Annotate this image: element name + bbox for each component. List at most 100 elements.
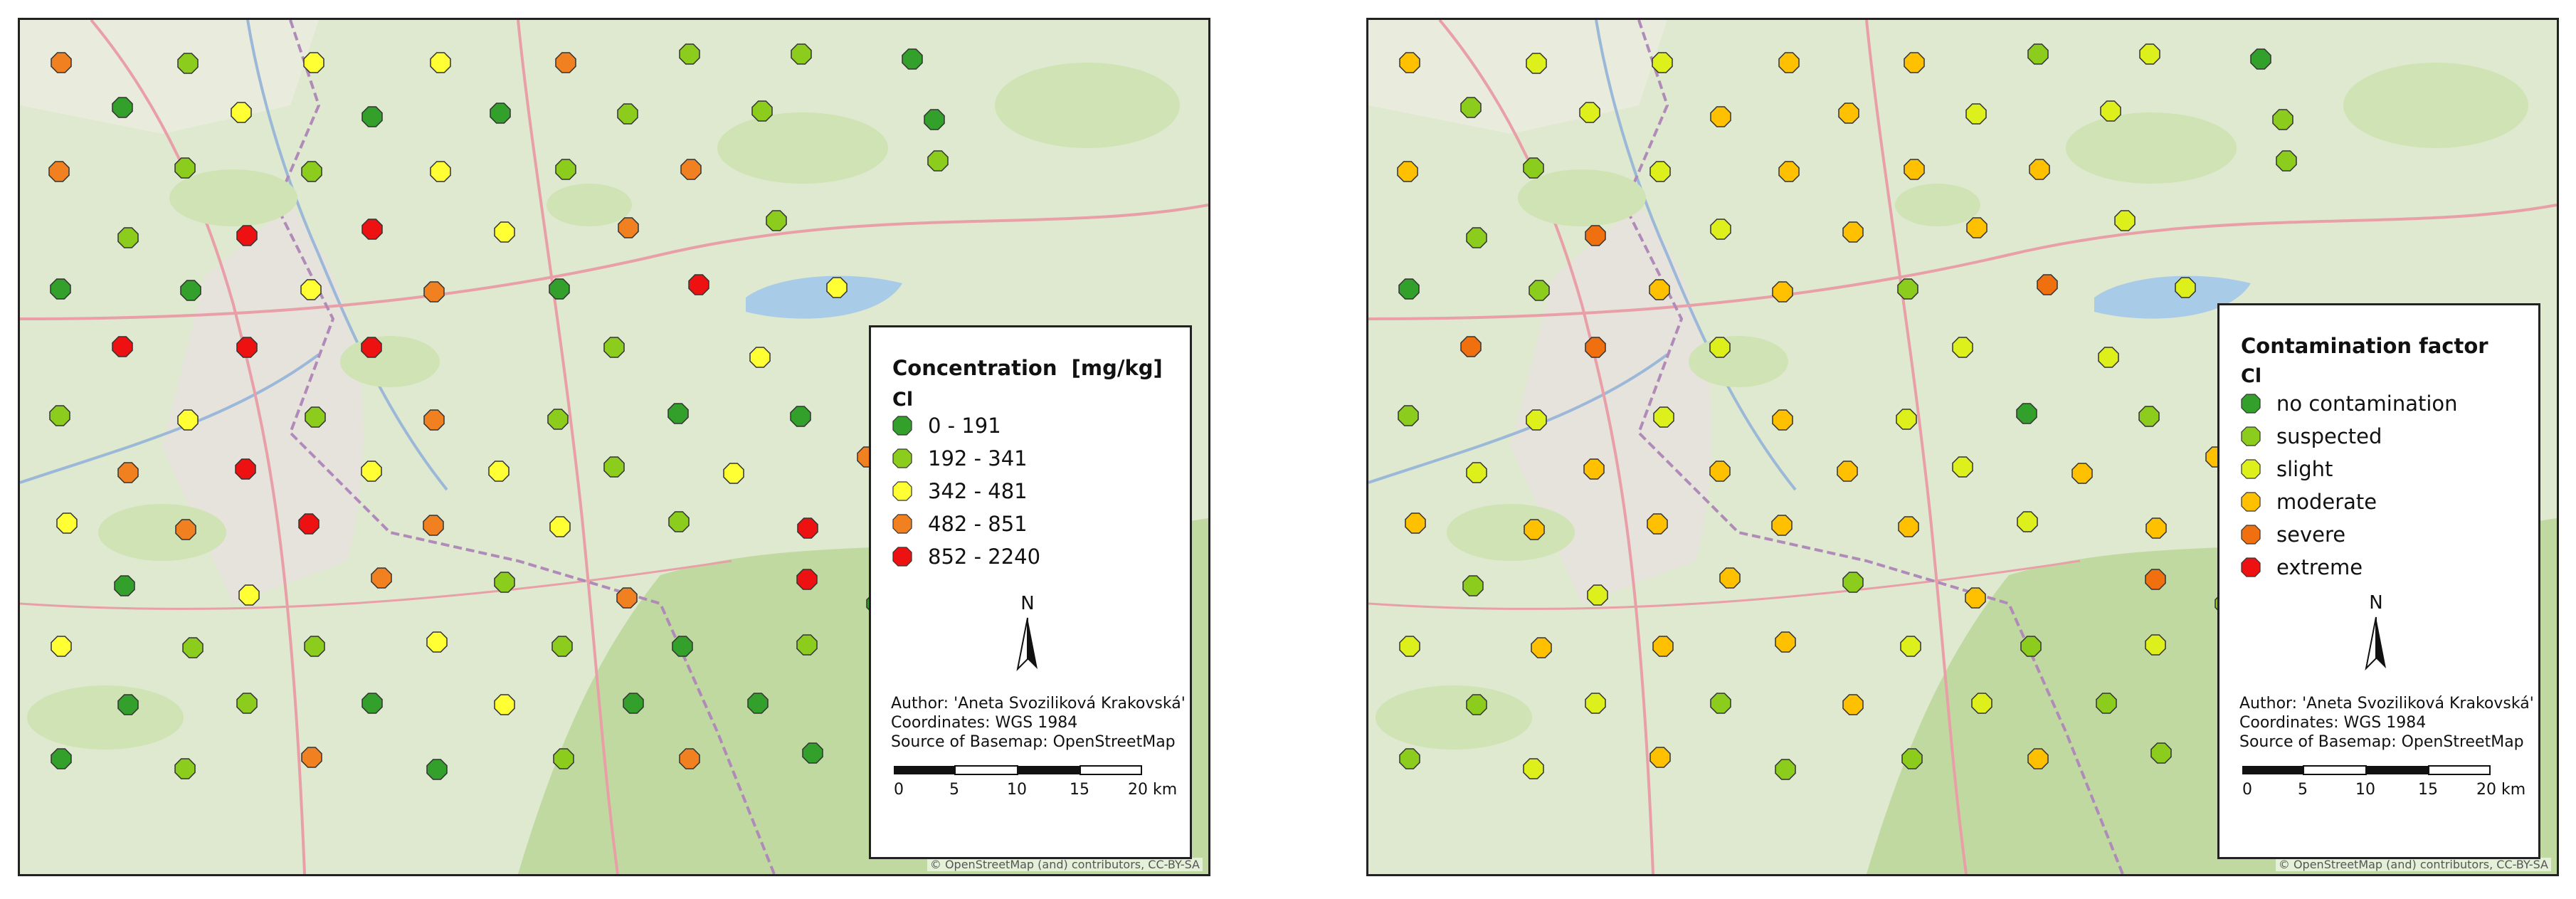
- scale-label: 15: [2418, 781, 2438, 799]
- sample-point: [2027, 43, 2049, 65]
- sample-point: [1399, 636, 1420, 657]
- sample-point: [826, 277, 848, 298]
- sample-point: [1775, 631, 1796, 653]
- octagon-icon: [2241, 525, 2261, 545]
- sample-point: [488, 461, 510, 482]
- scale-label: 0: [894, 781, 904, 799]
- legend-subtitle: Cl: [2241, 365, 2262, 387]
- legend-item-label: 342 - 481: [928, 479, 1028, 503]
- sample-point: [618, 217, 639, 238]
- sample-point: [1842, 221, 1864, 243]
- sample-point: [1649, 161, 1671, 182]
- sample-point: [1709, 337, 1731, 358]
- sample-point: [1710, 219, 1731, 240]
- sample-point: [2027, 748, 2049, 769]
- sample-point: [430, 161, 451, 182]
- sample-point: [672, 636, 693, 657]
- sample-point: [1585, 693, 1606, 714]
- legend-contamination: Contamination factor Cl no contamination…: [2217, 303, 2540, 859]
- scale-bar: 0 5 10 15 20 km: [894, 765, 1177, 799]
- sample-point: [494, 572, 515, 593]
- sample-point: [426, 631, 448, 653]
- octagon-icon: [892, 481, 912, 501]
- sample-point: [2175, 277, 2196, 298]
- legend-item: severe: [2241, 520, 2345, 549]
- scale-label: 0: [2242, 781, 2252, 799]
- legend-item-label: severe: [2276, 522, 2346, 547]
- legend-title: Concentration [mg/kg]: [892, 356, 1163, 380]
- octagon-icon: [2241, 459, 2261, 479]
- sample-point: [1653, 406, 1674, 428]
- sample-point: [802, 742, 823, 764]
- octagon-icon: [2241, 426, 2261, 446]
- sample-point: [1778, 52, 1800, 73]
- sample-point: [1399, 748, 1420, 769]
- sample-point: [361, 219, 383, 240]
- sample-point: [1709, 461, 1731, 482]
- sample-point: [117, 462, 139, 483]
- sample-point: [667, 403, 689, 424]
- osm-credit: © OpenStreetMap (and) contributors, CC-B…: [2275, 858, 2551, 871]
- scale-label: 5: [2298, 781, 2308, 799]
- scale-bar: 0 5 10 15 20 km: [2242, 765, 2525, 799]
- legend-item-label: moderate: [2276, 490, 2377, 514]
- credit-author: Author: 'Aneta Svoziliková Krakovská': [2239, 695, 2534, 713]
- sample-point: [1466, 227, 1487, 248]
- sample-point: [361, 106, 383, 127]
- sample-point: [238, 584, 260, 606]
- legend-item-label: extreme: [2276, 555, 2363, 579]
- octagon-icon: [2241, 394, 2261, 414]
- sample-point: [1897, 278, 1918, 300]
- sample-point: [56, 512, 78, 534]
- sample-point: [50, 278, 71, 300]
- sample-point: [177, 409, 199, 431]
- sample-point: [236, 225, 258, 246]
- sample-point: [2100, 100, 2121, 122]
- legend-item: suspected: [2241, 422, 2382, 451]
- sample-point: [371, 567, 392, 589]
- scale-label: 20 km: [2476, 781, 2525, 799]
- legend-item: no contamination: [2241, 389, 2458, 418]
- sample-point: [1579, 102, 1600, 123]
- sample-point: [1772, 409, 1793, 431]
- legend-item: slight: [2241, 455, 2333, 483]
- sample-point: [1775, 759, 1796, 780]
- sample-point: [751, 100, 773, 122]
- sample-point: [361, 461, 382, 482]
- map-contamination[interactable]: © OpenStreetMap (and) contributors, CC-B…: [1366, 18, 2559, 876]
- octagon-icon: [892, 514, 912, 534]
- sample-point: [688, 274, 709, 295]
- sample-point: [301, 161, 322, 182]
- legend-item: 192 - 341: [892, 444, 1028, 473]
- sample-point: [603, 337, 625, 358]
- legend-item-label: 192 - 341: [928, 446, 1028, 470]
- sample-point: [1466, 694, 1487, 715]
- sample-point: [430, 52, 451, 73]
- sample-point: [303, 52, 324, 73]
- sample-point: [1965, 103, 1987, 125]
- sample-point: [1904, 159, 1925, 180]
- map-concentration[interactable]: © OpenStreetMap (and) contributors, CC-B…: [18, 18, 1210, 876]
- sample-point: [174, 157, 196, 179]
- sample-point: [927, 150, 949, 172]
- sample-point: [1904, 52, 1925, 73]
- sample-point: [1901, 748, 1923, 769]
- sample-point: [1529, 280, 1550, 301]
- sample-point: [1583, 458, 1605, 480]
- sample-point: [791, 43, 812, 65]
- sample-point: [2098, 347, 2119, 368]
- sample-point: [1971, 693, 1992, 714]
- sample-point: [426, 759, 448, 780]
- sample-point: [1772, 281, 1793, 303]
- sample-point: [790, 406, 811, 427]
- sample-point: [1649, 747, 1671, 768]
- sample-point: [1523, 157, 1544, 179]
- sample-point: [1952, 337, 1973, 358]
- credit-source: Source of Basemap: OpenStreetMap: [2239, 733, 2524, 751]
- sample-point: [2150, 742, 2172, 764]
- sample-point: [490, 102, 511, 124]
- sample-point: [1842, 572, 1864, 593]
- sample-point: [2272, 109, 2293, 130]
- sample-point: [1405, 512, 1426, 534]
- sample-point: [617, 103, 638, 125]
